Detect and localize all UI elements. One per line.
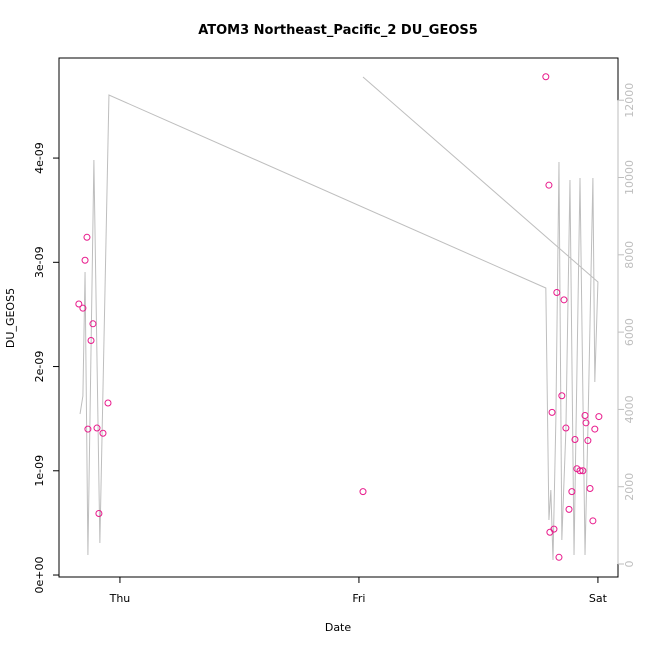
point [553, 289, 561, 297]
y-tick-label: 4e-09 [33, 142, 46, 174]
point [558, 392, 566, 400]
x-tick-label: Sat [589, 592, 608, 605]
point [581, 412, 589, 420]
point [548, 408, 556, 416]
point [87, 336, 95, 344]
y2-tick-label: 4000 [623, 395, 636, 423]
altitude-line [79, 76, 599, 561]
point [359, 488, 367, 496]
point [81, 256, 89, 264]
point [576, 467, 584, 475]
y2-tick-label: 12000 [623, 83, 636, 118]
point [562, 424, 570, 432]
y2-tick-label: 8000 [623, 241, 636, 269]
point [568, 488, 576, 496]
point [93, 424, 101, 432]
x-tick-label: Thu [109, 592, 131, 605]
point [84, 425, 92, 433]
point [595, 413, 603, 421]
point [584, 437, 592, 445]
point [545, 181, 553, 189]
y2-tick-label: 2000 [623, 473, 636, 501]
chart-title: ATOM3 Northeast_Pacific_2 DU_GEOS5 [198, 23, 478, 38]
x-axis-label: Date [325, 621, 352, 634]
point [79, 304, 87, 312]
point [89, 320, 97, 328]
point [589, 517, 597, 525]
point [579, 467, 587, 475]
y2-tick-label: 10000 [623, 160, 636, 195]
point [542, 73, 550, 81]
point [75, 300, 83, 308]
y-axis-label: DU_GEOS5 [4, 288, 17, 348]
point [83, 233, 91, 241]
y2-tick-label: 0 [623, 561, 636, 568]
point [582, 419, 590, 427]
point [550, 525, 558, 533]
point [95, 510, 103, 518]
point [99, 429, 107, 437]
point [591, 425, 599, 433]
y-tick-label: 2e-09 [33, 351, 46, 383]
point [565, 505, 573, 513]
point [104, 399, 112, 407]
point [555, 553, 563, 561]
point [571, 436, 579, 444]
y-tick-label: 0e+00 [33, 557, 46, 594]
y-tick-label: 3e-09 [33, 246, 46, 278]
point [560, 296, 568, 304]
y-tick-label: 1e-09 [33, 455, 46, 487]
y2-tick-label: 6000 [623, 318, 636, 346]
point [586, 485, 594, 493]
x-tick-label: Fri [352, 592, 365, 605]
